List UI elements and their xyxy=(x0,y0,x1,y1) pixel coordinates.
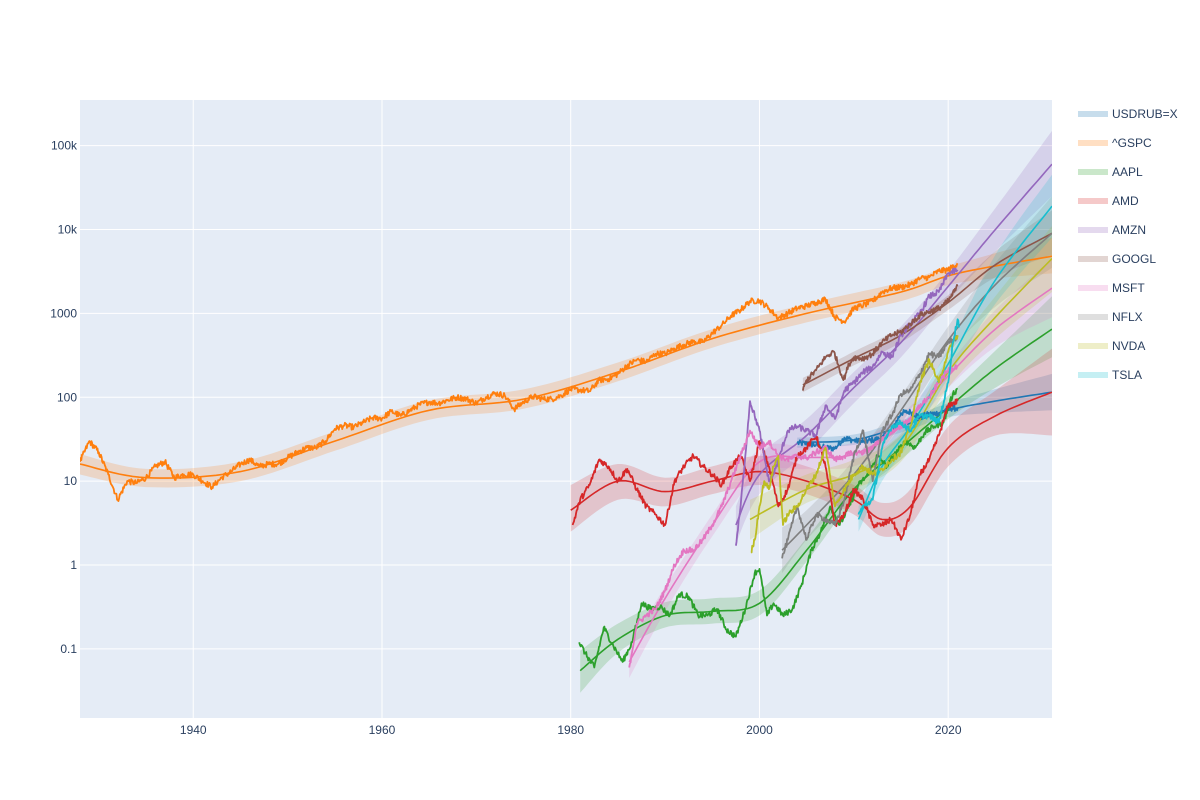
y-tick-label: 1 xyxy=(70,558,77,572)
y-tick-label: 100k xyxy=(51,139,78,153)
plot-background xyxy=(80,100,1052,718)
legend-label[interactable]: TSLA xyxy=(1112,368,1142,382)
legend-item-tsla[interactable]: TSLA xyxy=(1078,368,1142,382)
legend-item-usdrub-x[interactable]: USDRUB=X xyxy=(1078,107,1178,121)
legend-item-amd[interactable]: AMD xyxy=(1078,194,1139,208)
grid-layer xyxy=(80,100,1052,718)
trend-line-aapl xyxy=(579,328,1052,672)
legend-swatch[interactable] xyxy=(1078,227,1108,233)
legend-label[interactable]: AMZN xyxy=(1112,223,1146,237)
legend-item-nflx[interactable]: NFLX xyxy=(1078,310,1143,324)
legend-item-aapl[interactable]: AAPL xyxy=(1078,165,1143,179)
band-amd xyxy=(570,348,1052,537)
legend-swatch[interactable] xyxy=(1078,140,1108,146)
price-line-gspc xyxy=(80,262,959,502)
y-tick-label: 0.1 xyxy=(60,642,77,656)
legend-label[interactable]: GOOGL xyxy=(1112,252,1156,266)
legend-swatch[interactable] xyxy=(1078,111,1108,117)
band-usdrub-x xyxy=(797,373,1052,448)
legend-item-amzn[interactable]: AMZN xyxy=(1078,223,1146,237)
legend-swatch[interactable] xyxy=(1078,256,1108,262)
y-tick-label: 1000 xyxy=(50,306,77,320)
axis-labels: 1940 1960 1980 2000 2020 0.1 1 10 100 1000 10k 100k xyxy=(50,139,962,737)
trend-line-nflx xyxy=(781,232,1052,551)
trend-line-googl xyxy=(802,232,1052,386)
legend-label[interactable]: NVDA xyxy=(1112,339,1145,353)
legend-swatch[interactable] xyxy=(1078,285,1108,291)
band-googl xyxy=(802,210,1052,393)
trend-line-msft xyxy=(628,287,1052,663)
legend-label[interactable]: USDRUB=X xyxy=(1112,107,1178,121)
legend-item-googl[interactable]: GOOGL xyxy=(1078,252,1156,266)
x-tick-label: 2020 xyxy=(935,723,962,737)
legend-swatch[interactable] xyxy=(1078,372,1108,378)
x-tick-label: 2000 xyxy=(746,723,773,737)
y-tick-label: 100 xyxy=(57,390,77,404)
x-tick-label: 1960 xyxy=(369,723,396,737)
legend-swatch[interactable] xyxy=(1078,169,1108,175)
legend-item-gspc[interactable]: ^GSPC xyxy=(1078,136,1152,150)
price-line-googl xyxy=(802,284,959,391)
legend-label[interactable]: ^GSPC xyxy=(1112,136,1152,150)
band-amzn xyxy=(735,130,1052,544)
y-tick-label: 10k xyxy=(58,223,78,237)
band-msft xyxy=(629,258,1052,678)
legend-label[interactable]: AMD xyxy=(1112,194,1139,208)
legend-label[interactable]: NFLX xyxy=(1112,310,1143,324)
legend[interactable]: USDRUB=X ^GSPC AAPL AMD AMZN GOOGL MSFT NFLX NVD… xyxy=(1078,107,1178,382)
legend-label[interactable]: MSFT xyxy=(1112,281,1145,295)
price-lines xyxy=(80,262,960,669)
legend-item-nvda[interactable]: NVDA xyxy=(1078,339,1145,353)
x-tick-label: 1980 xyxy=(557,723,584,737)
legend-swatch[interactable] xyxy=(1078,343,1108,349)
trend-line-amd xyxy=(570,391,1052,521)
price-line-nvda xyxy=(750,335,959,554)
legend-label[interactable]: AAPL xyxy=(1112,165,1143,179)
legend-swatch[interactable] xyxy=(1078,314,1108,320)
price-line-nflx xyxy=(781,335,959,559)
y-tick-label: 10 xyxy=(64,474,78,488)
band-nvda xyxy=(750,226,1052,540)
x-tick-label: 1940 xyxy=(180,723,207,737)
legend-swatch[interactable] xyxy=(1078,198,1108,204)
legend-item-msft[interactable]: MSFT xyxy=(1078,281,1145,295)
trend-lines xyxy=(80,163,1052,672)
price-line-tsla xyxy=(857,318,960,515)
